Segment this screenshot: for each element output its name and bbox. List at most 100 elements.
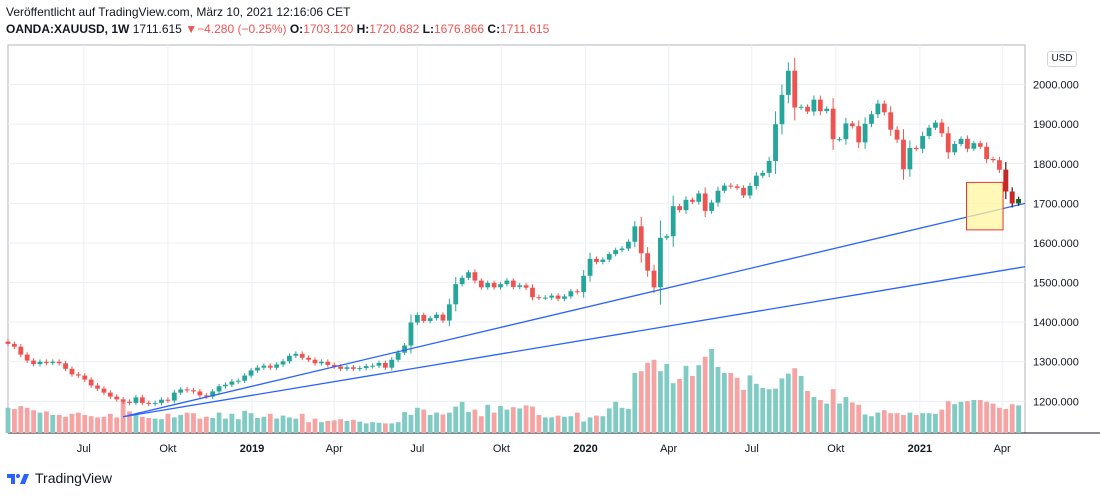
y-tick-label: 1700.000: [1033, 198, 1079, 210]
volume-bar: [837, 403, 842, 433]
y-tick-label: 1900.000: [1033, 119, 1079, 131]
volume-bar: [504, 409, 510, 433]
candle: [357, 368, 363, 370]
candle: [837, 139, 842, 141]
candle: [248, 370, 254, 376]
candle: [702, 193, 708, 211]
candle: [1009, 191, 1015, 204]
volume-bar: [350, 419, 356, 433]
candle: [875, 103, 881, 115]
plot-area: [7, 44, 1026, 434]
volume-bar: [293, 418, 299, 433]
volume-bar: [427, 415, 433, 433]
symbol-label[interactable]: OANDA:XAUUSD, 1W: [6, 22, 130, 36]
candle: [453, 284, 459, 305]
volume-bar: [734, 377, 740, 433]
volume-bar: [958, 401, 964, 433]
candle: [549, 295, 555, 298]
candle: [664, 236, 670, 238]
y-tick-label: 1800.000: [1033, 159, 1079, 171]
candle: [913, 147, 919, 149]
volume-bar: [24, 407, 30, 433]
candle: [1003, 169, 1009, 192]
candle: [952, 143, 958, 153]
volume-bar: [613, 401, 619, 433]
candle: [127, 401, 132, 403]
candle: [958, 138, 964, 144]
volume-bar: [990, 403, 996, 433]
candle: [1016, 199, 1022, 204]
volume-bar: [344, 421, 350, 433]
candle: [50, 361, 56, 363]
candle: [523, 285, 529, 288]
x-tick-label: 2021: [908, 443, 932, 455]
volume-bar: [434, 412, 439, 433]
candle: [235, 380, 241, 382]
price-change: −4.280 (−0.25%): [197, 22, 287, 36]
volume-bar: [984, 401, 990, 433]
candle: [478, 280, 484, 288]
volume-bar: [191, 413, 196, 433]
volume-bar: [517, 408, 523, 433]
candle: [689, 199, 695, 202]
candle: [24, 354, 30, 361]
open-value: 1703.120: [303, 22, 354, 36]
candle: [856, 126, 862, 143]
candle: [997, 160, 1002, 170]
candle: [280, 361, 286, 365]
volume-bar: [638, 371, 644, 433]
candle: [274, 364, 280, 368]
footer-brand[interactable]: TradingView: [6, 470, 112, 486]
x-tick-label: Jul: [410, 443, 424, 455]
volume-bar: [306, 422, 312, 433]
high-label: H:: [356, 22, 370, 36]
volume-bar: [939, 409, 945, 433]
volume-bar: [920, 413, 926, 433]
candle: [734, 186, 740, 188]
price-chart[interactable]: 1200.000 1300.000 1400.000 1500.000 1600.000…: [0, 0, 1100, 470]
volume-bar: [146, 418, 152, 433]
volume-bar: [325, 421, 331, 433]
volume-bar: [619, 407, 625, 433]
volume-bar: [402, 412, 407, 433]
candle: [619, 248, 625, 251]
volume-bar: [523, 405, 529, 433]
candle: [517, 285, 523, 287]
x-tick-label: 2019: [240, 443, 264, 455]
volume-bar: [210, 418, 216, 433]
candle: [395, 352, 401, 360]
volume-bar: [1003, 409, 1009, 433]
y-tick-label: 1200.000: [1033, 396, 1079, 408]
volume-bar: [683, 365, 689, 433]
candle: [75, 374, 81, 376]
trendline: [123, 266, 1026, 418]
candle: [881, 103, 887, 113]
candle: [287, 355, 292, 362]
candle: [504, 280, 510, 285]
volume-bar: [651, 359, 657, 433]
volume-bar: [766, 389, 772, 433]
candle: [971, 143, 977, 149]
candle: [728, 185, 734, 187]
open-label: O:: [289, 22, 304, 36]
volume-bar: [907, 412, 913, 433]
volume-bar: [69, 413, 75, 433]
low-value: 1676.866: [434, 22, 485, 36]
candle: [306, 357, 312, 360]
candle: [798, 106, 804, 108]
currency-unit-badge[interactable]: USD: [1047, 51, 1077, 67]
volume-bar: [977, 400, 983, 433]
volume-bar: [869, 416, 874, 433]
candle: [901, 139, 906, 170]
volume-bar: [408, 415, 414, 433]
volume-bar: [376, 422, 382, 433]
candle: [606, 254, 612, 260]
candle: [491, 282, 497, 288]
candle: [977, 143, 983, 147]
candle: [773, 124, 778, 162]
candle: [216, 386, 222, 392]
x-tick-label: Okt: [827, 443, 844, 455]
candle: [434, 314, 439, 319]
volume-bar: [274, 418, 280, 433]
x-tick-label: 2020: [573, 443, 597, 455]
